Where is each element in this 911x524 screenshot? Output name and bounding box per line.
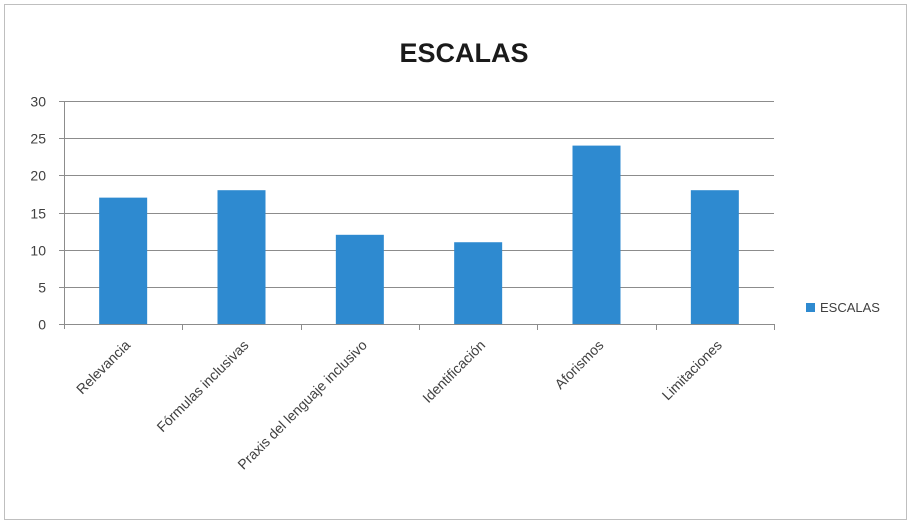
y-tick-label: 5 <box>38 280 46 296</box>
y-tick-label: 25 <box>30 131 46 147</box>
y-tick-label: 0 <box>38 317 46 333</box>
bar-limitaciones <box>690 190 739 324</box>
y-axis-ticks: 0 5 10 15 20 25 30 <box>30 94 64 333</box>
legend-swatch <box>806 303 815 312</box>
y-tick-label: 30 <box>30 94 46 110</box>
legend: ESCALAS <box>806 300 880 315</box>
bar-praxis-del-lenguaje-inclusivo <box>335 234 384 324</box>
legend-label: ESCALAS <box>820 300 880 315</box>
bars <box>99 145 739 324</box>
bar-identificación <box>454 242 503 324</box>
chart-title: ESCALAS <box>399 38 528 68</box>
y-tick-label: 20 <box>30 168 46 184</box>
y-tick-label: 15 <box>30 206 46 222</box>
bar-relevancia <box>99 197 148 324</box>
y-tick-label: 10 <box>30 243 46 259</box>
x-tick-label: Limitaciones <box>659 337 725 403</box>
bar-fórmulas-inclusivas <box>217 190 266 324</box>
x-tick-label: Identificación <box>419 337 488 406</box>
gridlines <box>64 101 775 330</box>
x-tick-label: Relevancia <box>73 337 133 397</box>
bar-aforismos <box>572 145 621 324</box>
x-tick-label: Fórmulas inclusivas <box>153 337 251 435</box>
x-tick-label: Aforismos <box>551 337 606 392</box>
x-tick-label: Praxis del lenguaje inclusivo <box>234 337 370 473</box>
